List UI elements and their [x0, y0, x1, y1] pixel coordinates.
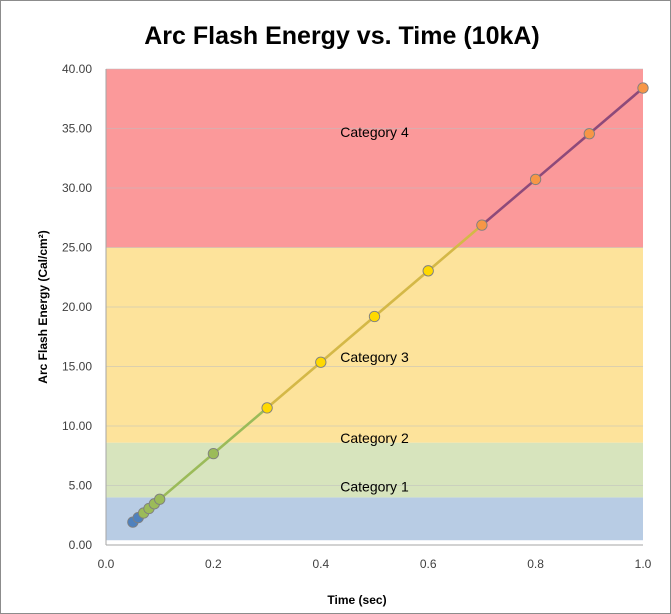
- data-point: [368, 310, 381, 323]
- y-tick-label: 15.00: [62, 360, 92, 374]
- category-label-2: Category 2: [340, 430, 409, 446]
- x-tick-label: 0.0: [98, 557, 115, 571]
- y-tick-label: 40.00: [62, 62, 92, 76]
- y-tick-label: 25.00: [62, 241, 92, 255]
- line-segment: [587, 86, 645, 136]
- data-point: [476, 219, 488, 231]
- line-segment: [426, 223, 484, 273]
- category-bands: [106, 69, 643, 541]
- category-band-4: [106, 69, 643, 248]
- data-point: [529, 173, 542, 186]
- y-tick-label: 20.00: [62, 300, 92, 314]
- chart-title: Arc Flash Energy vs. Time (10kA): [144, 22, 540, 50]
- y-tick-label: 30.00: [62, 181, 92, 195]
- data-point: [207, 447, 220, 460]
- x-axis-label: Time (sec): [327, 593, 386, 607]
- gridlines: [106, 68, 643, 486]
- y-axis-ticks: 0.00 5.00 10.00 15.00 20.00 25.00 30.00 35.00 40…: [62, 62, 92, 552]
- y-tick-label: 0.00: [69, 538, 93, 552]
- x-tick-label: 1.0: [635, 557, 652, 571]
- data-point: [261, 402, 273, 414]
- x-tick-label: 0.6: [420, 557, 437, 571]
- category-label-4: Category 4: [340, 124, 409, 140]
- y-tick-label: 5.00: [69, 479, 93, 493]
- y-axis-label: Arc Flash Energy (Cal/cm²): [36, 230, 50, 383]
- category-band-1: [106, 497, 643, 541]
- x-axis-ticks: 0.0 0.2 0.4 0.6 0.8 1.0: [98, 557, 652, 571]
- line-segment: [480, 178, 537, 227]
- data-point: [422, 265, 434, 277]
- x-tick-label: 0.2: [205, 557, 222, 571]
- line-segment: [158, 452, 215, 501]
- y-tick-label: 10.00: [62, 419, 92, 433]
- axes: [105, 69, 643, 546]
- y-tick-label: 35.00: [62, 122, 92, 136]
- line-segment: [534, 132, 591, 181]
- x-tick-label: 0.4: [312, 557, 329, 571]
- x-tick-label: 0.8: [527, 557, 544, 571]
- category-label-1: Category 1: [340, 479, 409, 495]
- line-segment: [265, 360, 323, 410]
- data-point: [315, 356, 327, 368]
- line-segment: [373, 269, 430, 318]
- category-labels: Category 1 Category 2 Category 3 Category 4: [340, 124, 409, 495]
- category-band-3: [106, 247, 643, 443]
- line-segment: [212, 406, 269, 455]
- line-segment: [319, 315, 376, 364]
- data-point: [154, 493, 166, 505]
- data-points: [127, 82, 649, 528]
- data-point: [637, 82, 649, 94]
- category-label-3: Category 3: [340, 349, 409, 365]
- data-point: [583, 128, 595, 140]
